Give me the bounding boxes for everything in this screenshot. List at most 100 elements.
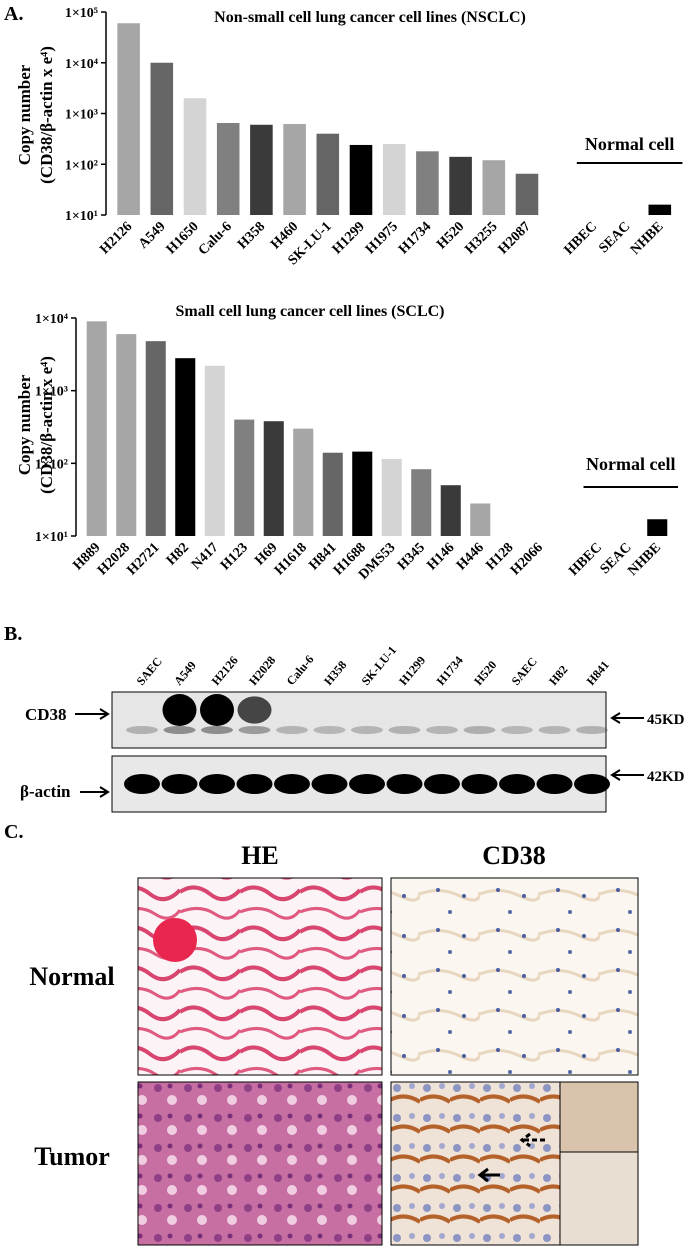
- blot-band: [161, 774, 198, 794]
- y-tick-label: 1×10²: [65, 158, 98, 173]
- blot-band: [200, 694, 234, 726]
- y-axis-label: (CD38/β-actin x e⁴): [37, 46, 56, 184]
- bar: [449, 156, 472, 215]
- y-axis-label: Copy number: [15, 64, 34, 165]
- y-tick-label: 1×10¹: [35, 530, 68, 545]
- x-tick-label: N417: [189, 540, 222, 573]
- blot-band: [349, 774, 385, 794]
- blot-band: [461, 774, 498, 794]
- lane-label: H82: [546, 663, 570, 688]
- histology-detail: [153, 918, 197, 962]
- bar: [381, 458, 402, 536]
- y-tick-label: 1×10¹: [65, 209, 98, 224]
- histology-inset: [559, 1081, 639, 1153]
- x-tick-label: H146: [424, 540, 457, 573]
- blot-size-label: 45KD: [647, 712, 685, 728]
- bar: [382, 144, 406, 215]
- lane-label: H1299: [396, 653, 428, 688]
- x-tick-label: SEAC: [596, 219, 633, 256]
- bar: [316, 133, 340, 215]
- blot-frame: [111, 691, 607, 749]
- lane-label: H841: [584, 658, 612, 688]
- blot-band: [388, 726, 421, 734]
- x-tick-label: H82: [164, 540, 192, 568]
- x-tick-label: H2721: [124, 540, 162, 578]
- bar: [250, 124, 273, 215]
- blot-band: [499, 774, 535, 794]
- histology-row-label: Normal: [29, 962, 114, 991]
- histology-row-label: Tumor: [34, 1142, 110, 1171]
- y-axis-label: Copy number: [15, 374, 34, 475]
- bar: [416, 151, 439, 215]
- lane-label: Calu-6: [284, 652, 317, 688]
- arrow: [610, 712, 644, 724]
- lane-label: SAEC: [134, 654, 165, 688]
- bar: [322, 452, 343, 536]
- bar: [647, 519, 668, 536]
- lane-label: H520: [471, 658, 499, 688]
- bar: [352, 451, 373, 536]
- x-tick-label: H3255: [463, 219, 501, 257]
- bar: [482, 160, 506, 215]
- blot-band: [501, 726, 533, 734]
- x-tick-label: H1734: [396, 219, 434, 257]
- annotation: Normal cell: [585, 134, 674, 154]
- blot-band: [424, 774, 460, 794]
- blot-band: [126, 726, 158, 734]
- y-tick-label: 1×10³: [65, 108, 98, 123]
- blot-band: [574, 774, 610, 794]
- blot-band: [236, 774, 273, 794]
- bar: [515, 173, 539, 215]
- blot-band: [201, 726, 233, 734]
- blot-band: [199, 774, 235, 794]
- blot-band: [426, 726, 458, 734]
- blot-band: [536, 774, 573, 794]
- blot-band: [463, 726, 496, 734]
- bar: [470, 503, 491, 536]
- blot-row-label: CD38: [25, 705, 67, 724]
- x-tick-label: H1650: [164, 219, 202, 257]
- blot-band: [163, 726, 196, 734]
- arrow: [519, 1132, 545, 1148]
- x-tick-label: H2126: [97, 219, 135, 257]
- bar: [145, 341, 166, 536]
- blot-band: [274, 774, 310, 794]
- lane-label: H358: [321, 658, 349, 688]
- bar: [175, 358, 196, 536]
- y-tick-label: 1×10⁵: [65, 6, 98, 21]
- lane-label: SAEC: [509, 654, 540, 688]
- bar: [440, 485, 461, 536]
- bar: [150, 62, 174, 215]
- blot-band: [276, 726, 308, 734]
- bar: [293, 428, 314, 536]
- x-tick-label: H123: [218, 540, 251, 573]
- lane-label: A549: [171, 658, 199, 687]
- histology-column-label: CD38: [482, 841, 546, 870]
- x-tick-label: H345: [395, 540, 428, 573]
- bar: [183, 98, 207, 215]
- arrow: [610, 769, 644, 781]
- panel-label: A.: [4, 3, 23, 25]
- x-tick-label: NHBE: [625, 540, 664, 579]
- histology-inset: [559, 1151, 639, 1246]
- blot-band: [162, 694, 197, 726]
- x-tick-label: H358: [235, 219, 268, 252]
- lane-label: SK-LU-1: [359, 643, 400, 688]
- blot-band: [351, 726, 383, 734]
- arrow: [477, 1167, 500, 1183]
- chart-title: Small cell lung cancer cell lines (SCLC): [175, 303, 444, 320]
- bar: [116, 334, 137, 536]
- annotation: Normal cell: [586, 454, 675, 474]
- blot-band: [576, 726, 608, 734]
- blot-band: [237, 696, 272, 724]
- y-tick-label: 1×10⁴: [35, 312, 69, 327]
- lane-label: H1734: [434, 653, 466, 688]
- blot-size-label: 42KD: [647, 769, 685, 785]
- histology-column-label: HE: [241, 841, 279, 870]
- bar: [411, 469, 432, 536]
- x-tick-label: H2087: [496, 219, 534, 257]
- y-tick-label: 1×10³: [35, 385, 68, 400]
- blot-band: [386, 774, 423, 794]
- panel-label: B.: [4, 623, 22, 645]
